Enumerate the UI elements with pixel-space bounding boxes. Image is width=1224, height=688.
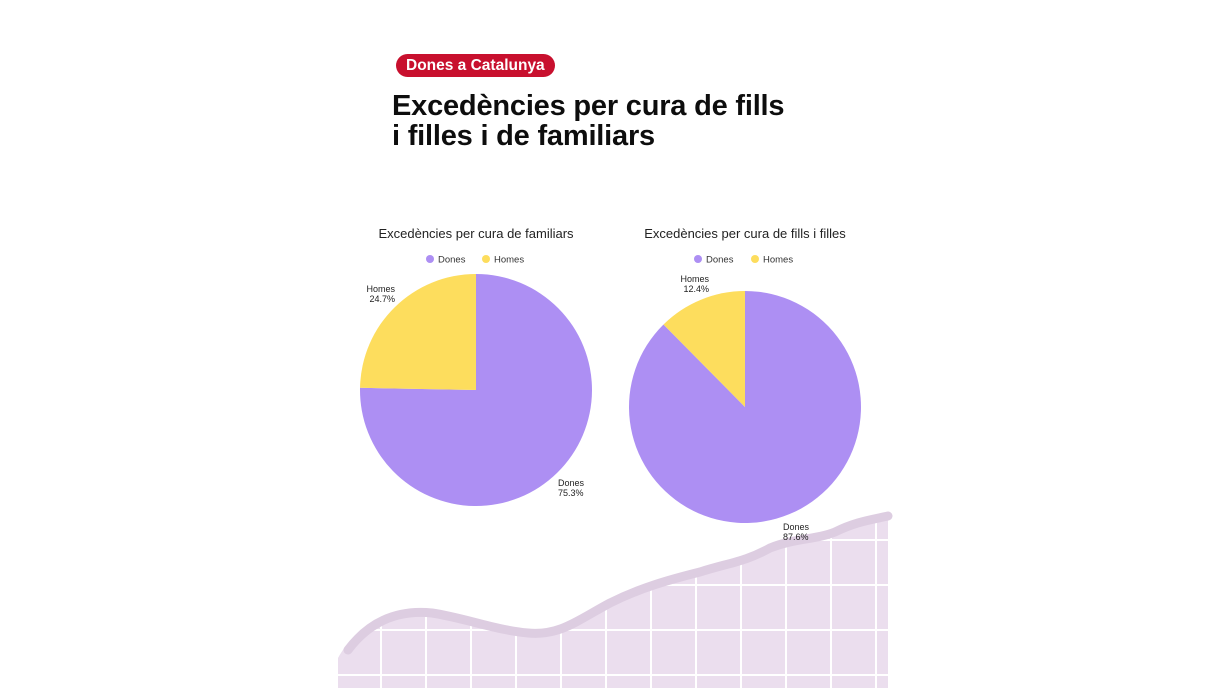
slice-label-name: Dones [783,522,810,532]
pie-slice-homes [663,291,745,407]
legend-swatch-homes [751,255,759,263]
pie-slice-homes [360,274,476,390]
legend-label-dones: Dones [438,255,466,266]
legend-label-homes: Homes [494,255,524,266]
pie-slice-dones [628,291,861,523]
legend-label-dones: Dones [706,255,734,266]
chart-title: Excedències per cura de fills i filles [644,226,846,241]
pie-chart-1: Excedències per cura de familiars Dones Ho… [359,226,592,506]
slice-label-name: Homes [366,284,395,294]
chart-title: Excedències per cura de familiars [378,226,574,241]
pie-charts: Excedències per cura de familiars Dones Ho… [359,226,861,542]
legend-swatch-dones [694,255,702,263]
page-title: Excedències per cura de fills i filles i… [392,91,872,151]
legend-swatch-homes [482,255,490,263]
legend-label-homes: Homes [763,255,793,266]
slice-label-percent: 24.7% [369,294,395,304]
slice-label-name: Dones [558,478,585,488]
page-title-line-2: i filles i de familiars [392,120,655,152]
slice-label-name: Homes [680,274,709,284]
slice-label-percent: 75.3% [558,488,584,498]
category-badge: Dones a Catalunya [396,54,555,77]
legend-swatch-dones [426,255,434,263]
slice-label-percent: 87.6% [783,532,809,542]
pie-chart-2: Excedències per cura de fills i filles Do… [628,226,861,542]
decorative-wave-band [343,511,893,655]
slice-label-percent: 12.4% [683,284,709,294]
pie-slice-dones [359,274,592,506]
page-title-line-1: Excedències per cura de fills [392,90,785,122]
